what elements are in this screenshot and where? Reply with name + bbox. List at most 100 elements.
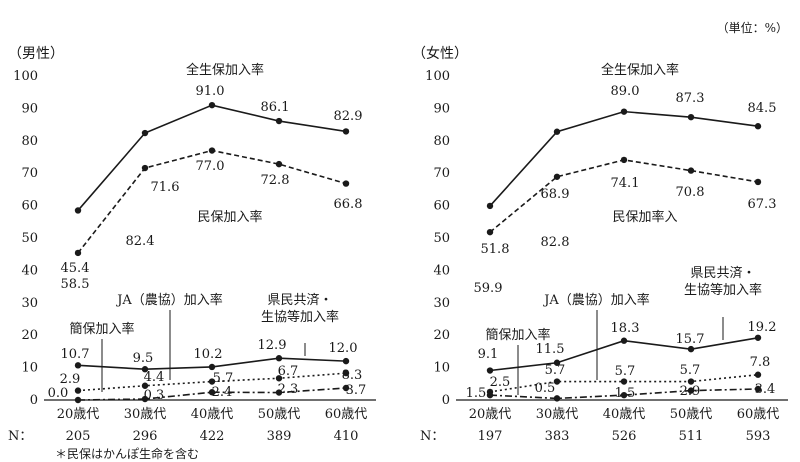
label-kyosai-3: 15.7 <box>676 332 705 347</box>
y-tick-40: 40 <box>433 263 450 278</box>
label-kanpo-1: 0.3 <box>144 388 165 403</box>
point-private-3 <box>275 160 283 168</box>
point-private-2 <box>620 156 628 164</box>
y-tick-30: 30 <box>433 296 450 311</box>
label-kanpo-4: 3.7 <box>346 383 367 398</box>
point-private-2 <box>208 147 216 154</box>
point-kanpo-4 <box>754 385 762 393</box>
point-kanpo-1 <box>553 395 561 402</box>
series-line-all <box>77 104 347 211</box>
label-ja-2: 5.7 <box>213 371 234 386</box>
y-tick-70: 70 <box>21 166 38 181</box>
y-tick-80: 80 <box>21 134 38 149</box>
y-tick-80: 80 <box>433 134 450 149</box>
male-labels: 58.5 82.4 91.0 86.1 82.9 45.4 71.6 77.0 72.8 66.8… <box>48 84 367 403</box>
label-kanpo-3: 2.3 <box>278 382 299 397</box>
panel-female: （女性） 0 10 20 30 40 50 60 70 80 90 100 20歳代 197 30歳代 3… <box>412 45 788 444</box>
n-value-2: 526 <box>612 429 637 444</box>
point-kanpo-3 <box>687 387 695 394</box>
label-all-0: 59.9 <box>474 281 503 296</box>
label-kanpo-2: 2.4 <box>212 385 233 400</box>
panel-title-male: （男性） <box>8 46 64 62</box>
point-private-3 <box>687 167 695 174</box>
label-private-1: 68.9 <box>541 187 570 202</box>
label-all-2: 91.0 <box>196 84 225 99</box>
label-kyosai-0: 9.1 <box>478 347 499 362</box>
y-tick-50: 50 <box>433 231 450 246</box>
point-kyosai-2 <box>620 337 628 344</box>
annotation-kyosai-line-1: 生協等加入率 <box>684 282 762 298</box>
annotation-all: 全生保加入率 <box>186 62 264 78</box>
point-all-2 <box>208 101 216 109</box>
label-ja-1: 4.4 <box>144 370 165 385</box>
label-kyosai-2: 18.3 <box>611 321 640 336</box>
x-category-3: 50歳代 <box>258 407 301 422</box>
point-private-1 <box>553 173 561 180</box>
n-prefix: N： <box>8 429 32 444</box>
annotation-private: 民保加入率 <box>197 209 262 225</box>
y-tick-90: 90 <box>433 101 450 116</box>
label-private-3: 72.8 <box>261 173 290 188</box>
n-value-4: 410 <box>334 429 359 444</box>
point-all-4 <box>754 123 762 130</box>
label-all-0: 58.5 <box>61 277 90 292</box>
point-kanpo-3 <box>275 389 283 396</box>
point-private-1 <box>141 164 149 172</box>
point-ja-3 <box>687 378 695 385</box>
label-all-3: 87.3 <box>676 91 705 106</box>
y-tick-10: 10 <box>433 361 450 376</box>
y-tick-60: 60 <box>21 199 38 214</box>
y-tick-70: 70 <box>433 166 450 181</box>
label-ja-0: 2.5 <box>490 375 511 390</box>
n-value-1: 296 <box>133 429 158 444</box>
label-kyosai-4: 19.2 <box>748 320 777 335</box>
x-category-3: 50歳代 <box>670 407 713 422</box>
point-all-0 <box>74 207 82 214</box>
point-ja-4 <box>754 371 762 378</box>
label-all-1: 82.4 <box>126 234 155 249</box>
point-kyosai-1 <box>141 366 149 373</box>
label-kyosai-1: 11.5 <box>536 342 565 357</box>
annotation-all: 全生保加入率 <box>601 62 679 78</box>
male-series <box>74 101 350 404</box>
point-ja-0 <box>74 387 82 394</box>
annotation-private: 民保加率入 <box>612 209 677 225</box>
point-kyosai-4 <box>342 357 350 365</box>
female-series <box>486 108 762 402</box>
point-ja-3 <box>275 375 283 382</box>
point-ja-2 <box>208 378 216 385</box>
n-value-1: 383 <box>545 429 570 444</box>
label-all-2: 89.0 <box>611 84 640 99</box>
point-ja-1 <box>553 378 561 385</box>
y-tick-100: 100 <box>13 69 38 84</box>
point-all-0 <box>486 202 494 210</box>
x-category-2: 40歳代 <box>191 407 234 422</box>
point-kyosai-0 <box>74 362 82 369</box>
label-all-4: 84.5 <box>748 101 777 116</box>
point-all-2 <box>620 108 628 115</box>
label-ja-1: 5.7 <box>545 363 566 378</box>
female-xaxis: 20歳代 197 30歳代 383 40歳代 526 50歳代 511 60歳代 593 N： <box>420 407 779 444</box>
footnote: ＊民保はかんぽ生命を含む <box>55 446 199 461</box>
label-all-3: 86.1 <box>261 100 290 115</box>
point-kyosai-4 <box>754 334 762 341</box>
point-all-1 <box>141 129 149 137</box>
y-tick-0: 0 <box>30 393 38 408</box>
label-ja-4: 8.3 <box>342 368 363 383</box>
female-labels: 59.9 82.8 89.0 87.3 84.5 51.8 68.9 74.1 70.8 67.3… <box>466 84 777 401</box>
x-category-1: 30歳代 <box>124 407 167 422</box>
x-category-2: 40歳代 <box>603 407 646 422</box>
label-private-0: 51.8 <box>481 242 510 257</box>
label-private-4: 66.8 <box>334 197 363 212</box>
label-private-3: 70.8 <box>676 185 705 200</box>
point-private-0 <box>486 228 494 236</box>
point-private-0 <box>74 249 82 257</box>
point-private-4 <box>342 180 350 187</box>
x-category-0: 20歳代 <box>469 407 512 422</box>
y-tick-10: 10 <box>21 361 38 376</box>
label-kyosai-0: 10.7 <box>61 347 90 362</box>
x-category-0: 20歳代 <box>57 407 100 422</box>
x-category-4: 60歳代 <box>737 407 780 422</box>
annotation-ja: JA（農協）加入率 <box>542 292 650 308</box>
point-all-4 <box>342 128 350 135</box>
